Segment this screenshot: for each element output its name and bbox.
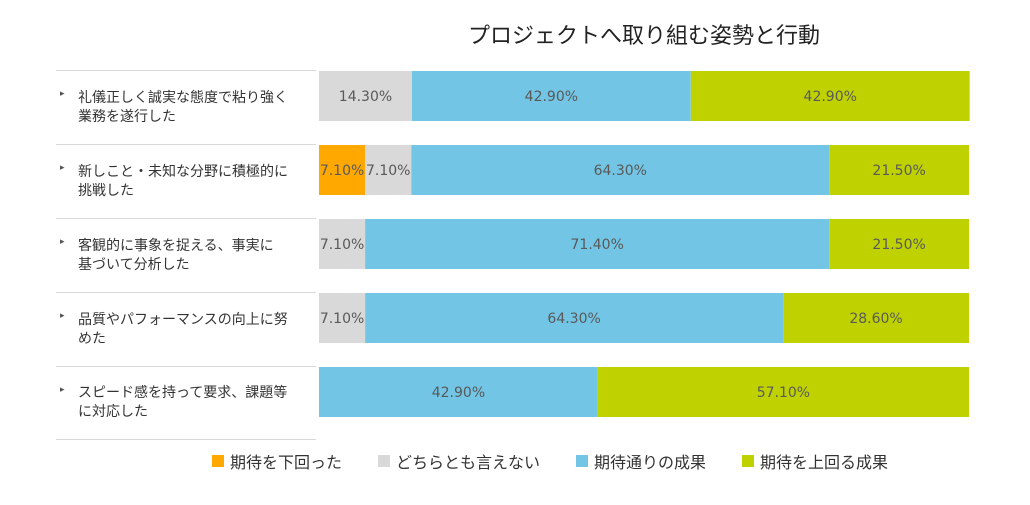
category-label-line: 挑戦した: [78, 182, 134, 199]
data-label: 21.50%: [872, 237, 925, 253]
bullet-icon: ▸: [60, 89, 65, 99]
data-label: 71.40%: [571, 237, 624, 253]
legend-swatch: [742, 455, 755, 467]
bullet-icon: ▸: [60, 163, 65, 173]
bar-segment: [597, 367, 969, 417]
chart-title: プロジェクトへ取り組む姿勢と行動: [467, 24, 820, 49]
category-label-text: 新しこと・未知な分野に積極的に 挑戦した: [78, 163, 314, 201]
bar-segment: [319, 367, 598, 417]
bar-segment: [829, 219, 969, 269]
data-label: 14.30%: [339, 89, 392, 105]
legend-item: 期待を下回った: [211, 449, 342, 473]
legend-label: どちらとも言えない: [395, 453, 540, 472]
data-label: 64.30%: [594, 163, 647, 179]
bar-segment: [365, 293, 784, 343]
category-label-line: スピード感を持って要求、課題等: [78, 385, 288, 401]
data-label: 64.30%: [547, 311, 600, 327]
bar-segment: [319, 145, 366, 195]
legend: 期待を下回った どちらとも言えない 期待通りの成果 期待を上回る成果: [150, 449, 950, 473]
bar-segment: [319, 219, 366, 269]
legend-label: 期待を上回る成果: [760, 453, 889, 472]
category-label: ▸ 新しこと・未知な分野に積極的に 挑戦した: [56, 144, 316, 218]
category-label-line: 礼儀正しく誠実な態度で粘り強く: [78, 89, 288, 106]
data-label: 21.50%: [872, 163, 925, 179]
category-label-line: 基づいて分析した: [78, 256, 190, 273]
legend-item: 期待通りの成果: [576, 449, 706, 473]
legend-item: 期待を上回る成果: [742, 449, 888, 473]
category-label-line: 新しこと・未知な分野に積極的に: [78, 163, 288, 180]
legend-swatch: [211, 455, 224, 467]
category-label: ▸ 品質やパフォーマンスの向上に努 めた: [56, 292, 316, 366]
category-label-line: に対応した: [78, 404, 148, 420]
data-label: 7.10%: [320, 237, 364, 253]
bar-segment: [319, 293, 366, 343]
legend-item: どちらとも言えない: [377, 449, 540, 473]
category-label-text: 礼儀正しく誠実な態度で粘り強く 業務を遂行した: [78, 89, 314, 127]
bar-segment: [783, 293, 969, 343]
bullet-icon: ▸: [60, 311, 65, 321]
data-label: 7.10%: [366, 163, 410, 179]
category-label: ▸ 客観的に事象を捉える、事実に 基づいて分析した: [56, 218, 316, 292]
data-label: 28.60%: [849, 311, 902, 327]
category-label-text: 品質やパフォーマンスの向上に努 めた: [78, 311, 314, 349]
category-label-line: 品質やパフォーマンスの向上に努: [78, 311, 288, 328]
data-label: 7.10%: [320, 311, 364, 327]
bullet-icon: ▸: [60, 237, 65, 247]
bar-segment: [411, 71, 691, 121]
category-label: ▸ 礼儀正しく誠実な態度で粘り強く 業務を遂行した: [56, 70, 316, 144]
category-label-line: 業務を遂行した: [78, 108, 176, 125]
category-label-text: 客観的に事象を捉える、事実に 基づいて分析した: [78, 237, 314, 275]
data-label: 7.10%: [320, 163, 364, 179]
category-label: ▸ スピード感を持って要求、課題等 に対応した: [56, 366, 316, 440]
legend-swatch: [576, 455, 588, 467]
bar-segment: [365, 219, 830, 269]
category-label-line: 客観的に事象を捉える、事実に: [78, 237, 274, 254]
category-label-text: スピード感を持って要求、課題等 に対応した: [78, 384, 314, 422]
bar-segment: [411, 145, 830, 195]
bar-segment: [319, 71, 412, 121]
legend-label: 期待通りの成果: [594, 453, 707, 472]
data-label: 42.90%: [525, 89, 578, 105]
data-label: 57.10%: [757, 385, 810, 401]
data-label: 42.90%: [804, 89, 857, 105]
bar-segment: [365, 145, 412, 195]
bar-segment: [829, 145, 969, 195]
legend-swatch: [377, 455, 390, 467]
data-label: 42.90%: [432, 385, 485, 401]
category-label-line: めた: [78, 330, 106, 347]
legend-label: 期待を下回った: [229, 453, 342, 472]
bullet-icon: ▸: [60, 385, 65, 395]
bar-segment: [690, 71, 970, 121]
